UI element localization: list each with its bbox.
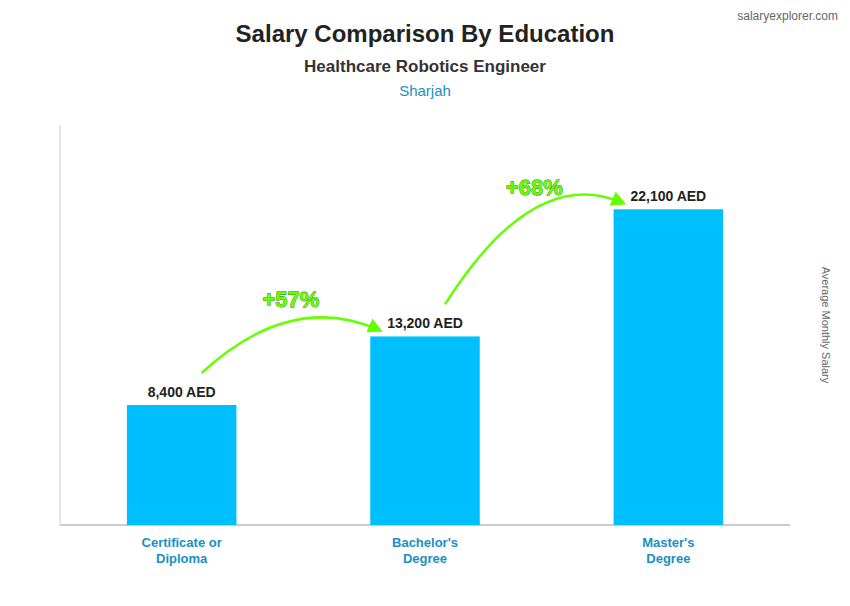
data-label: 13,200 AED (387, 315, 463, 331)
subtitle: Healthcare Robotics Engineer (304, 57, 546, 76)
x-tick-label-line: Diploma (156, 551, 208, 566)
y-axis-line (60, 125, 61, 525)
change-arrow (445, 194, 624, 304)
bars (127, 209, 723, 525)
data-label: 22,100 AED (630, 188, 706, 204)
change-label: +68% (506, 175, 563, 200)
subtitle: Sharjah (399, 82, 451, 99)
x-tick-label-line: Degree (403, 551, 447, 566)
x-tick-label-line: Bachelor's (392, 535, 458, 550)
bar (127, 405, 236, 525)
change-arrow (202, 317, 381, 373)
source-note: salaryexplorer.com (737, 9, 838, 23)
x-tick-label: Certificate orDiploma (142, 535, 222, 566)
data-label: 8,400 AED (148, 384, 216, 400)
bar (370, 336, 480, 525)
chart-svg: Salary Comparison By Education Healthcare… (0, 0, 850, 606)
x-tick-label-line: Master's (642, 535, 694, 550)
x-tick-label: Master'sDegree (642, 535, 694, 566)
bar (614, 209, 724, 525)
x-tick-label-line: Certificate or (142, 535, 222, 550)
y-axis-label: Average Monthly Salary (820, 267, 832, 384)
change-label: +57% (263, 287, 320, 312)
chart-container: Salary Comparison By Education Healthcare… (0, 0, 850, 606)
title: Salary Comparison By Education (236, 20, 615, 47)
x-tick-label: Bachelor'sDegree (392, 535, 458, 566)
x-tick-label-line: Degree (646, 551, 690, 566)
